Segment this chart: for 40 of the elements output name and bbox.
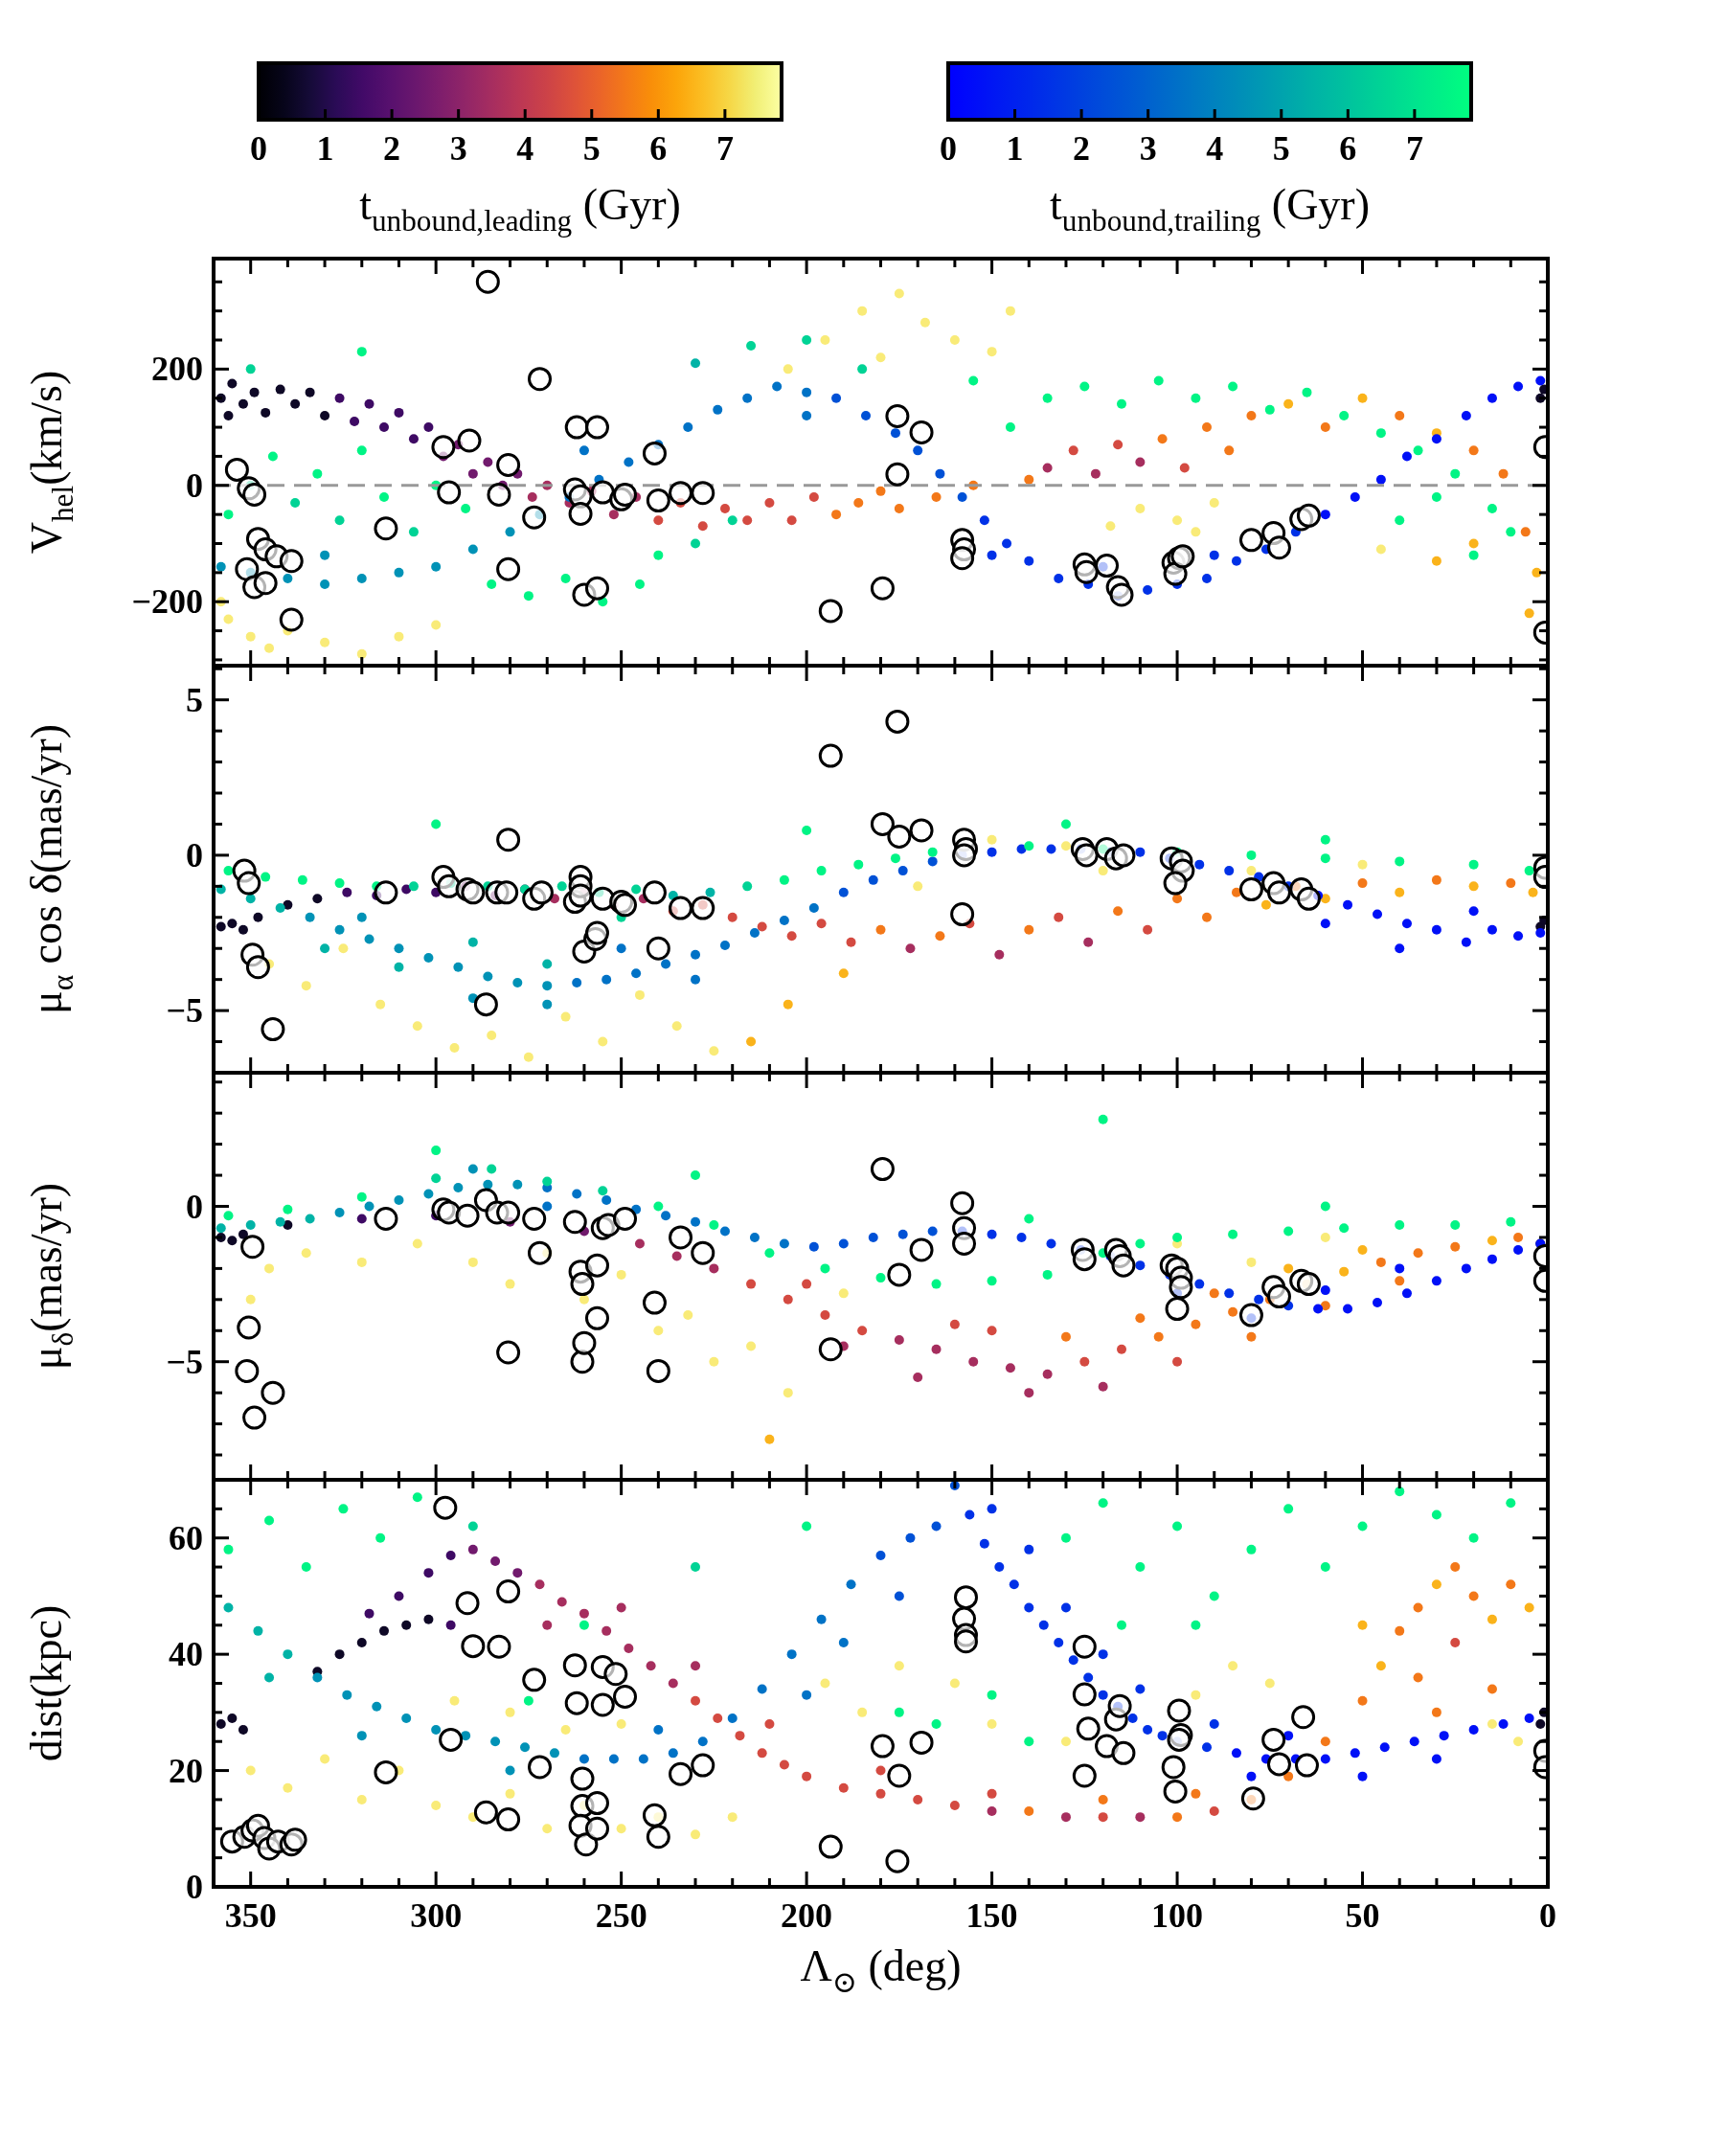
color-bar-label: 3 xyxy=(1139,129,1157,168)
y-tick-label: 0 xyxy=(186,1187,203,1226)
x-tick-label: 200 xyxy=(781,1896,833,1935)
color-bar-label: 2 xyxy=(1073,129,1091,168)
color-bar-title: t$_{unbound,leading}$ (Gyr) xyxy=(359,179,681,238)
color-bar-label: 6 xyxy=(649,129,668,168)
color-bar-label: 4 xyxy=(1206,129,1224,168)
x-tick-label: 300 xyxy=(410,1896,463,1935)
y-tick-label: 200 xyxy=(151,350,203,389)
y-tick-label: 5 xyxy=(186,680,203,719)
color-bar-label: 6 xyxy=(1339,129,1357,168)
y-tick-label: 0 xyxy=(186,835,203,874)
x-tick-label: 50 xyxy=(1345,1896,1380,1935)
color-bar-label: 1 xyxy=(1006,129,1024,168)
y-tick-label: 0 xyxy=(186,465,203,505)
y-tick-label: 0 xyxy=(186,1868,203,1906)
color-bar-label: 5 xyxy=(1272,129,1290,168)
x-tick-label: 0 xyxy=(1539,1896,1556,1935)
color-bar-label: 7 xyxy=(1405,129,1423,168)
y-tick-label: −200 xyxy=(131,582,203,622)
x-tick-label: 150 xyxy=(965,1896,1018,1935)
y-axis-title: dist(kpc) xyxy=(21,1604,71,1762)
x-axis-title: Λ$_{⊙}$ (deg) xyxy=(800,1940,962,1999)
color-bar-label: 0 xyxy=(250,129,267,168)
y-tick-label: 40 xyxy=(169,1635,203,1674)
x-tick-label: 100 xyxy=(1151,1896,1204,1935)
color-bar-label: 7 xyxy=(715,129,734,168)
x-tick-label: 250 xyxy=(595,1896,647,1935)
y-tick-label: −5 xyxy=(166,1342,203,1381)
color-bar-title: t$_{unbound,trailing}$ (Gyr) xyxy=(1049,179,1371,238)
y-tick-label: −5 xyxy=(166,991,203,1031)
color-bar-label: 3 xyxy=(449,129,467,168)
x-tick-label: 350 xyxy=(224,1896,277,1935)
color-bar-label: 0 xyxy=(940,129,957,168)
y-tick-label: 60 xyxy=(169,1518,203,1557)
color-bar-label: 4 xyxy=(516,129,534,168)
color-bar-label: 1 xyxy=(316,129,334,168)
color-bar-label: 5 xyxy=(582,129,601,168)
y-tick-label: 20 xyxy=(169,1751,203,1790)
color-bar-label: 2 xyxy=(383,129,401,168)
